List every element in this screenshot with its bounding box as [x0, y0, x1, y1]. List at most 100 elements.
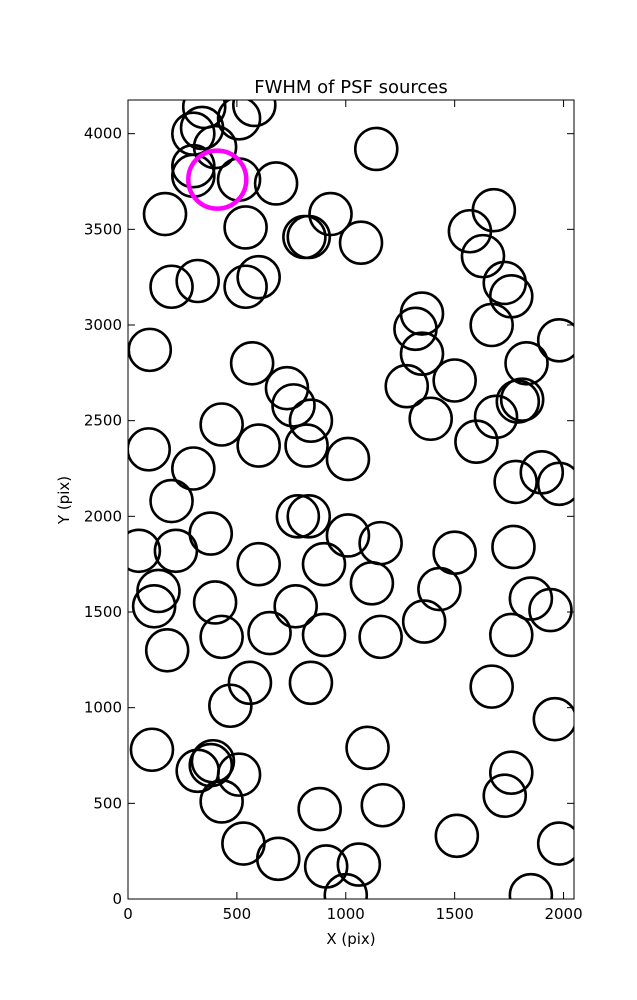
y-tick-label: 2500	[84, 412, 122, 430]
source-circle	[499, 377, 545, 422]
y-tick-label: 500	[93, 794, 122, 812]
source-circle	[273, 583, 318, 629]
source-circle	[227, 660, 273, 706]
source-circle	[253, 161, 299, 206]
source-circle	[384, 363, 430, 409]
data-markers	[128, 100, 574, 899]
source-circle	[128, 327, 173, 373]
source-circle	[358, 614, 403, 660]
source-circle	[149, 264, 194, 310]
source-circle	[528, 587, 573, 633]
source-circle	[536, 461, 574, 507]
source-circle	[149, 478, 194, 524]
source-circle	[325, 436, 371, 482]
source-circle	[223, 264, 268, 310]
source-circle	[460, 233, 506, 279]
y-tick-label: 2000	[84, 507, 122, 525]
source-circle	[454, 419, 499, 465]
source-circle	[393, 306, 438, 352]
source-circle	[469, 664, 514, 709]
source-circle	[199, 614, 244, 660]
source-circle	[136, 568, 181, 614]
y-tick-label: 0	[112, 890, 122, 908]
source-circle	[491, 524, 536, 570]
source-circle	[338, 220, 384, 266]
source-circle	[508, 872, 554, 899]
source-circle	[192, 580, 238, 625]
source-circle	[495, 379, 541, 424]
source-circle	[282, 214, 327, 260]
y-tick-label: 4000	[84, 125, 122, 143]
source-circle	[128, 528, 162, 574]
source-circle	[144, 627, 190, 673]
source-circle	[264, 365, 310, 411]
source-circle	[232, 100, 277, 128]
source-circle	[286, 494, 332, 539]
source-circle	[488, 612, 534, 658]
source-circle	[275, 494, 321, 539]
source-circle	[349, 561, 395, 606]
source-circle	[142, 191, 188, 237]
source-circle	[208, 683, 253, 729]
plot-frame	[127, 99, 575, 900]
source-circle	[271, 383, 316, 428]
source-circle	[288, 398, 334, 443]
source-circle	[325, 513, 371, 558]
source-circle	[153, 528, 199, 574]
source-circle	[536, 821, 574, 866]
x-tick-label: 500	[223, 905, 252, 923]
source-circle	[297, 786, 342, 832]
x-tick-label: 2000	[544, 905, 582, 923]
source-circle	[360, 782, 406, 828]
source-circle	[131, 583, 177, 629]
source-circle	[532, 696, 574, 742]
y-tick-label: 1000	[84, 699, 122, 717]
y-tick-label: 1500	[84, 603, 122, 621]
source-circle	[353, 126, 399, 172]
source-circle	[216, 100, 262, 141]
source-circle	[504, 340, 549, 386]
x-tick-label: 0	[123, 905, 133, 923]
source-circle	[345, 725, 390, 771]
axis-ticks: 0 500 1000 1500 2000 0 500 1000 1500 2000 2500 3000…	[84, 100, 583, 923]
source-circle	[199, 779, 244, 824]
source-circle	[216, 752, 262, 797]
source-circle	[229, 340, 275, 386]
source-circle	[408, 396, 454, 442]
source-circle	[171, 446, 216, 491]
source-circle	[236, 541, 281, 587]
source-circle	[128, 427, 171, 472]
source-circle	[493, 459, 538, 505]
source-circle	[129, 727, 175, 773]
source-circle	[236, 423, 281, 468]
source-circle	[434, 813, 480, 859]
y-tick-label: 3000	[84, 316, 122, 334]
source-circle	[175, 258, 220, 304]
source-circle	[401, 599, 447, 644]
x-axis-label: X (pix)	[326, 930, 375, 948]
source-circle	[469, 302, 514, 348]
y-tick-label: 3500	[84, 220, 122, 238]
source-circle	[301, 541, 347, 587]
source-circle	[536, 318, 574, 363]
source-circle	[447, 208, 493, 254]
source-circle	[284, 423, 329, 468]
source-circle	[488, 750, 534, 796]
x-tick-label: 1000	[327, 905, 365, 923]
source-circle	[432, 358, 477, 403]
source-circle	[482, 773, 528, 818]
source-circle	[247, 610, 292, 656]
source-circle	[223, 205, 268, 250]
source-circle	[171, 143, 216, 189]
source-circle	[399, 331, 445, 377]
source-circle	[336, 842, 382, 887]
highlighted-source-circle	[186, 148, 249, 211]
source-circle	[199, 402, 244, 447]
source-circle	[255, 836, 301, 882]
source-circle	[323, 872, 369, 899]
source-circle	[417, 566, 462, 612]
source-circle	[288, 660, 334, 706]
x-tick-label: 1500	[436, 905, 474, 923]
